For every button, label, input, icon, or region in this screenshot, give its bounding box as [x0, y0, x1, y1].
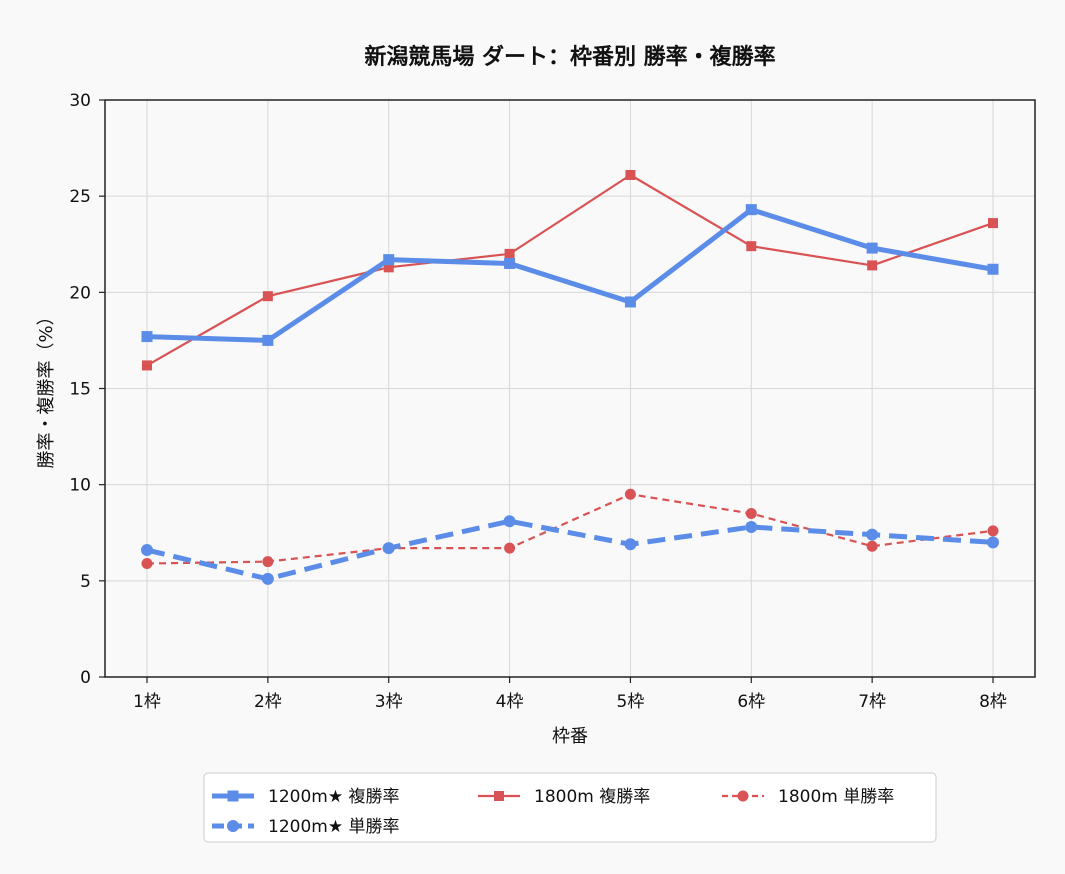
legend-entry: 1800m 単勝率: [722, 787, 894, 807]
legend-swatch-marker: [227, 790, 239, 802]
y-tick-label: 10: [69, 476, 91, 496]
data-point: [866, 528, 879, 541]
data-point: [624, 538, 637, 551]
legend-swatch-marker: [227, 820, 239, 832]
legend-label: 1800m 複勝率: [534, 787, 650, 807]
y-tick-label: 30: [69, 91, 91, 111]
y-tick-label: 20: [69, 283, 91, 303]
data-point: [988, 218, 998, 229]
data-point: [261, 572, 274, 585]
data-point: [987, 525, 999, 537]
legend-label: 1200m★ 単勝率: [268, 817, 399, 837]
x-tick-label: 8枠: [979, 692, 1007, 712]
x-tick-label: 6枠: [737, 692, 765, 712]
data-point: [866, 242, 878, 254]
data-point: [262, 291, 273, 302]
y-tick-label: 5: [80, 572, 91, 592]
data-point: [504, 542, 516, 554]
data-point: [141, 558, 153, 570]
legend-entry: 1200m★ 複勝率: [212, 787, 399, 807]
data-point: [745, 508, 757, 520]
series-line: [146, 173, 994, 367]
legend-entry: 1200m★ 単勝率: [212, 817, 399, 837]
series-2: [142, 170, 998, 371]
data-point: [141, 544, 153, 557]
data-point: [624, 488, 636, 500]
legend-swatch-marker: [737, 790, 749, 802]
data-point: [142, 360, 152, 371]
x-tick-label: 5枠: [617, 692, 645, 712]
data-point: [745, 204, 757, 216]
x-axis-label: 枠番: [552, 726, 588, 747]
y-axis-label: 勝率・複勝率（%）: [36, 307, 57, 468]
legend-swatch-marker: [494, 791, 504, 801]
legend-label: 1800m 単勝率: [778, 787, 894, 807]
legend: 1200m★ 複勝率 1200m★ 単勝率 1800m 複勝率 1800m 単勝率: [203, 772, 937, 843]
x-tick-label: 1枠: [133, 692, 161, 712]
data-point: [504, 248, 515, 259]
data-point: [867, 260, 878, 271]
x-tick-label: 2枠: [254, 692, 282, 712]
data-point: [382, 542, 395, 555]
data-point: [987, 263, 999, 275]
y-axis-ticks: 0 5 10 15 20 25 30: [69, 91, 105, 688]
series-1: [141, 515, 999, 585]
series-layer: [141, 170, 999, 585]
data-point: [141, 331, 153, 343]
series-line: [146, 207, 994, 343]
x-tick-label: 3枠: [375, 692, 403, 712]
x-tick-label: 4枠: [496, 692, 524, 712]
series-line: [146, 493, 994, 565]
data-point: [262, 556, 274, 568]
legend-entry: 1800m 複勝率: [478, 787, 650, 807]
data-point: [746, 241, 757, 252]
chart-title: 新潟競馬場 ダート：枠番別 勝率・複勝率: [364, 44, 775, 70]
data-point: [624, 296, 636, 308]
x-tick-label: 7枠: [858, 692, 886, 712]
data-point: [383, 254, 395, 266]
y-tick-label: 25: [69, 187, 91, 207]
data-point: [383, 262, 394, 273]
data-point: [866, 540, 878, 552]
data-point: [262, 334, 274, 346]
legend-label: 1200m★ 複勝率: [268, 787, 399, 807]
x-axis-ticks: 1枠 2枠 3枠 4枠 5枠 6枠 7枠 8枠: [133, 677, 1007, 712]
data-point: [625, 170, 636, 181]
data-point: [504, 257, 516, 269]
legend-box: [203, 772, 937, 843]
data-point: [503, 515, 516, 528]
y-tick-label: 0: [80, 668, 91, 688]
y-tick-label: 15: [69, 380, 91, 400]
series-0: [141, 204, 999, 346]
series-line: [146, 518, 994, 582]
data-point: [745, 520, 758, 533]
data-point: [987, 536, 999, 549]
